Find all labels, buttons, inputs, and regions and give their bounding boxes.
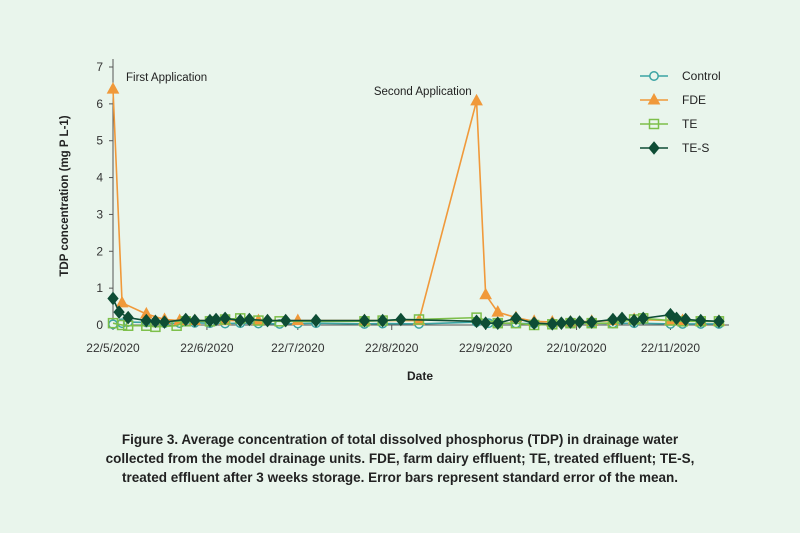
data-point-te-s	[679, 312, 692, 327]
caption-line-2: collected from the model drainage units.…	[105, 451, 695, 466]
data-point-fde	[291, 313, 305, 326]
data-point-te-s	[158, 315, 171, 329]
y-tick-label: 4	[96, 171, 103, 185]
x-tick-label: 22/9/2020	[459, 341, 513, 355]
x-tick-label: 22/6/2020	[180, 341, 234, 355]
legend-marker-te	[648, 118, 660, 130]
data-point-fde	[115, 295, 129, 308]
data-point-te-s	[243, 312, 255, 327]
data-point-te-s	[358, 313, 371, 328]
data-point-te-s	[573, 315, 586, 329]
data-point-te-s	[149, 314, 162, 329]
series-line-te-s	[112, 298, 719, 325]
data-point-te-s	[695, 313, 707, 328]
caption-line-3: treated effluent after 3 weeks storage. …	[122, 470, 678, 485]
tdp-line-chart: 0 1 2 3 4 5 6 7 22/5/2020 22/6/2020 22/7/2020 22/8/…	[59, 59, 729, 383]
data-point-te-s	[546, 317, 558, 331]
y-tick-label: 3	[96, 207, 103, 221]
annotation-label: Second Application	[374, 86, 472, 98]
annotation-label: First Application	[126, 72, 207, 84]
legend-marker-fde	[647, 92, 661, 105]
data-point-te-s	[122, 310, 134, 325]
series-layer	[106, 82, 726, 333]
data-point-te-s	[470, 314, 483, 329]
data-point-te-s	[607, 312, 619, 327]
data-point-te-s	[480, 316, 492, 330]
y-axis-label: TDP concentration (mg P L-1)	[59, 115, 71, 276]
data-point-te-s	[234, 313, 246, 328]
x-tick-label: 22/10/2020	[547, 341, 607, 355]
data-point-fde	[470, 93, 483, 106]
legend-item-te-s: TE-S	[640, 141, 709, 155]
data-point-te-s	[140, 313, 152, 328]
data-point-te-s	[395, 312, 407, 327]
data-point-te-s	[564, 315, 577, 329]
data-point-te-s	[261, 313, 274, 328]
data-point-te-s	[280, 313, 292, 328]
legend-item-control: Control	[640, 69, 721, 83]
data-point-fde	[491, 305, 505, 317]
data-point-te-s	[219, 311, 231, 326]
data-point-te	[116, 319, 128, 331]
data-point-fde	[106, 82, 120, 94]
legend-label: FDE	[682, 93, 706, 107]
legend-label: TE	[682, 117, 697, 131]
x-tick-label: 22/11/2020	[641, 341, 700, 355]
caption-line-1: Figure 3. Average concentration of total…	[121, 432, 679, 447]
y-tick-label: 5	[96, 134, 103, 148]
data-point-te-s	[637, 311, 649, 326]
data-point-te-s	[492, 316, 504, 330]
figure-caption: Figure 3. Average concentration of total…	[100, 430, 700, 487]
data-point-te-s	[107, 291, 119, 306]
data-point-fde	[479, 287, 492, 300]
data-point-te-s	[189, 313, 201, 328]
data-point-te-s	[210, 312, 222, 327]
legend-label: Control	[682, 69, 721, 83]
series-fde	[106, 82, 726, 327]
data-point-te-s	[113, 305, 125, 319]
data-point-te-s	[628, 313, 640, 328]
legend-marker-te-s	[648, 141, 660, 155]
data-point-te-s	[713, 314, 725, 329]
annotation-layer: First Application Second Application	[126, 72, 472, 98]
y-tick-label: 0	[96, 318, 103, 332]
x-axis-label: Date	[407, 369, 433, 383]
data-point-te-s	[376, 313, 389, 328]
y-tick-label: 7	[96, 60, 103, 74]
data-point-te-s	[616, 311, 628, 326]
data-point-te-s	[528, 316, 540, 330]
data-point-te-s	[670, 311, 683, 326]
legend-label: TE-S	[682, 141, 709, 155]
legend-marker-control	[649, 71, 659, 81]
x-tick-label: 22/5/2020	[86, 341, 140, 355]
legend-item-te: TE	[640, 117, 697, 131]
data-point-te-s	[310, 313, 322, 328]
data-point-te-s	[510, 311, 522, 326]
y-tick-label: 2	[96, 244, 103, 258]
x-tick-label: 22/8/2020	[365, 341, 419, 355]
data-point-te-s	[586, 315, 598, 329]
legend-item-fde: FDE	[640, 92, 706, 107]
x-tick-label: 22/7/2020	[271, 341, 325, 355]
series-line-fde	[112, 89, 719, 323]
data-point-te-s	[555, 316, 568, 330]
chart-legend: Control FDE TE TE-S	[640, 69, 721, 155]
chart-axes: 0 1 2 3 4 5 6 7 22/5/2020 22/6/2020 22/7/2020 22/8/…	[59, 59, 729, 383]
series-te-s	[107, 291, 725, 331]
y-tick-label: 1	[96, 281, 103, 295]
y-tick-label: 6	[96, 97, 103, 111]
data-point-te-s	[180, 312, 192, 327]
